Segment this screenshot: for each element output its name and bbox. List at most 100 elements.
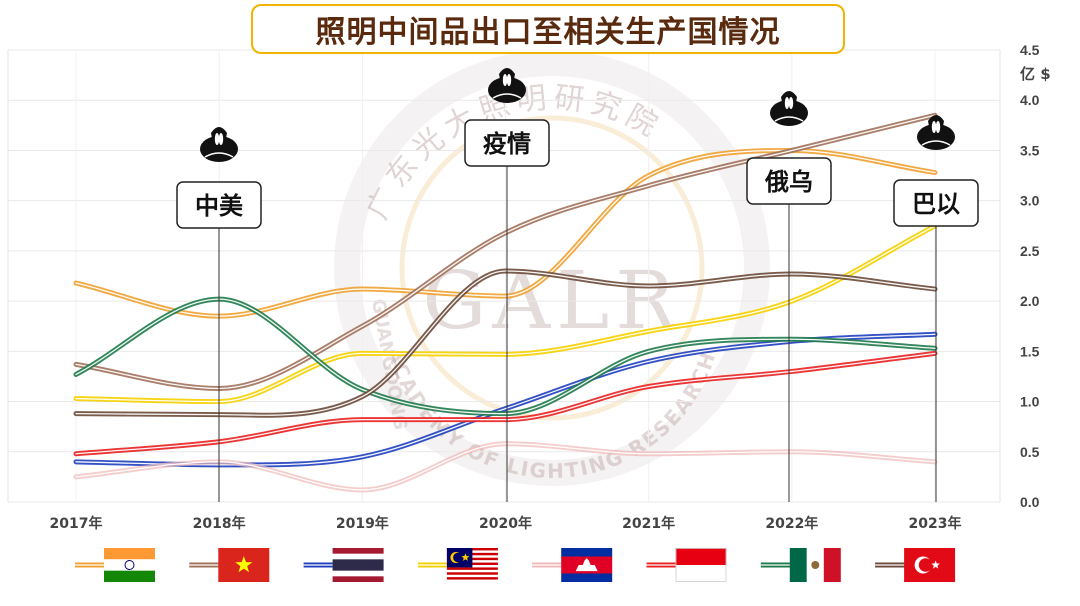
flag-star bbox=[235, 556, 253, 573]
y-tick-label: 2.0 bbox=[1020, 293, 1040, 309]
flag-part bbox=[104, 559, 155, 571]
event-label-box bbox=[176, 181, 262, 229]
x-tick-label: 2018年 bbox=[193, 515, 246, 532]
mexico-flag-icon bbox=[789, 548, 841, 582]
swan-neck-2 bbox=[788, 97, 794, 109]
chart-title-box: 照明中间品出口至相关生产国情况 bbox=[251, 4, 845, 54]
x-tick-label: 2022年 bbox=[765, 515, 818, 532]
legend-item-malaysia bbox=[417, 548, 498, 583]
swan-neck bbox=[931, 121, 937, 133]
y-tick-label: 1.0 bbox=[1020, 394, 1040, 410]
event-label: 巴以 bbox=[912, 190, 960, 218]
y-unit-label: 亿 $ bbox=[1020, 65, 1051, 83]
indonesia-flag-icon bbox=[675, 548, 727, 582]
vietnam-flag-icon bbox=[218, 548, 270, 582]
flag-part bbox=[789, 548, 807, 582]
flag-part bbox=[446, 574, 498, 578]
flag-part bbox=[332, 559, 384, 571]
y-tick-label: 4.5 bbox=[1020, 42, 1040, 58]
flag-part bbox=[446, 567, 498, 571]
legend-item-vietnam bbox=[189, 548, 270, 582]
y-tick-label: 4.0 bbox=[1020, 92, 1040, 108]
flag-part bbox=[332, 548, 384, 554]
flag-part bbox=[446, 572, 498, 576]
y-tick-label: 0.0 bbox=[1020, 494, 1040, 510]
legend bbox=[75, 548, 956, 583]
swan-neck-2 bbox=[935, 121, 941, 133]
event-2023: 巴以 bbox=[893, 115, 979, 502]
event-2022: 俄乌 bbox=[746, 91, 832, 502]
flag-crescent-cut bbox=[918, 558, 933, 572]
flag-star bbox=[931, 560, 940, 569]
flag-part bbox=[446, 577, 498, 580]
swan-wave bbox=[492, 93, 522, 99]
malaysia-flag-icon bbox=[446, 548, 498, 583]
x-tick-label: 2020年 bbox=[479, 515, 532, 532]
watermark-abbr: GALR bbox=[422, 254, 681, 347]
flag-part bbox=[675, 565, 727, 582]
flag-part bbox=[446, 569, 498, 573]
flag-part bbox=[104, 548, 155, 560]
legend-item-turkey bbox=[875, 548, 956, 582]
flag-border bbox=[675, 548, 727, 582]
legend-item-thailand bbox=[303, 548, 384, 582]
swan-wave bbox=[921, 140, 951, 146]
event-label-box bbox=[464, 119, 550, 167]
thailand-flag-icon bbox=[332, 548, 384, 582]
event-label: 俄乌 bbox=[764, 168, 813, 196]
event-2020: 疫情 bbox=[464, 68, 550, 502]
black-swan-icon bbox=[488, 68, 526, 103]
series-turkey bbox=[73, 268, 938, 418]
turkey-flag-icon bbox=[904, 548, 956, 582]
flag-part bbox=[675, 548, 727, 565]
swan-neck-2 bbox=[218, 133, 224, 145]
flag-part bbox=[104, 570, 155, 582]
flag-part bbox=[823, 548, 841, 582]
chart-title: 照明中间品出口至相关生产国情况 bbox=[315, 15, 781, 50]
flag-crescent-cut bbox=[453, 552, 463, 563]
flag-part bbox=[561, 573, 613, 582]
india-flag-icon bbox=[104, 548, 155, 582]
swan-neck bbox=[214, 133, 220, 145]
black-swan-icon bbox=[200, 127, 238, 162]
legend-item-cambodia bbox=[532, 548, 613, 582]
event-2018: 中美 bbox=[176, 127, 262, 502]
event-label: 中美 bbox=[195, 192, 243, 220]
cambodia-flag-icon bbox=[561, 548, 613, 582]
flag-emblem bbox=[811, 561, 820, 569]
x-tick-label: 2019年 bbox=[336, 515, 389, 532]
x-tick-label: 2021年 bbox=[622, 515, 675, 532]
y-tick-label: 0.5 bbox=[1020, 444, 1040, 460]
flag-star bbox=[461, 553, 470, 561]
swan-neck bbox=[502, 74, 508, 86]
x-tick-label: 2023年 bbox=[909, 515, 962, 532]
event-label-box bbox=[746, 157, 832, 205]
black-swan-icon bbox=[917, 115, 955, 150]
y-tick-label: 2.5 bbox=[1020, 243, 1040, 259]
y-tick-label: 1.5 bbox=[1020, 343, 1040, 359]
black-swan-icon bbox=[770, 91, 808, 126]
legend-item-mexico bbox=[760, 548, 841, 582]
y-tick-label: 3.0 bbox=[1020, 193, 1040, 209]
series-line-turkey-inner bbox=[75, 270, 936, 416]
flag-part bbox=[332, 576, 384, 582]
watermark-inner-ring bbox=[399, 115, 705, 421]
flag-part bbox=[446, 579, 498, 583]
flag-temple bbox=[575, 558, 598, 572]
event-label: 疫情 bbox=[483, 130, 531, 158]
swan-wave bbox=[774, 116, 804, 122]
event-label-box bbox=[893, 179, 979, 227]
swan-neck-2 bbox=[506, 74, 512, 86]
x-tick-label: 2017年 bbox=[50, 515, 103, 532]
watermark-ring bbox=[334, 50, 770, 486]
legend-item-india bbox=[75, 548, 155, 582]
legend-item-indonesia bbox=[646, 548, 727, 582]
swan-neck bbox=[784, 97, 790, 109]
flag-part bbox=[561, 548, 613, 557]
axis-layer: 0.0 0.5 1.0 1.5 2.0 2.5 3.0 3.5 4.0 4.5 亿 $ 2017年 20… bbox=[50, 42, 1051, 532]
y-tick-label: 3.5 bbox=[1020, 142, 1040, 158]
flag-chakra bbox=[124, 560, 135, 570]
